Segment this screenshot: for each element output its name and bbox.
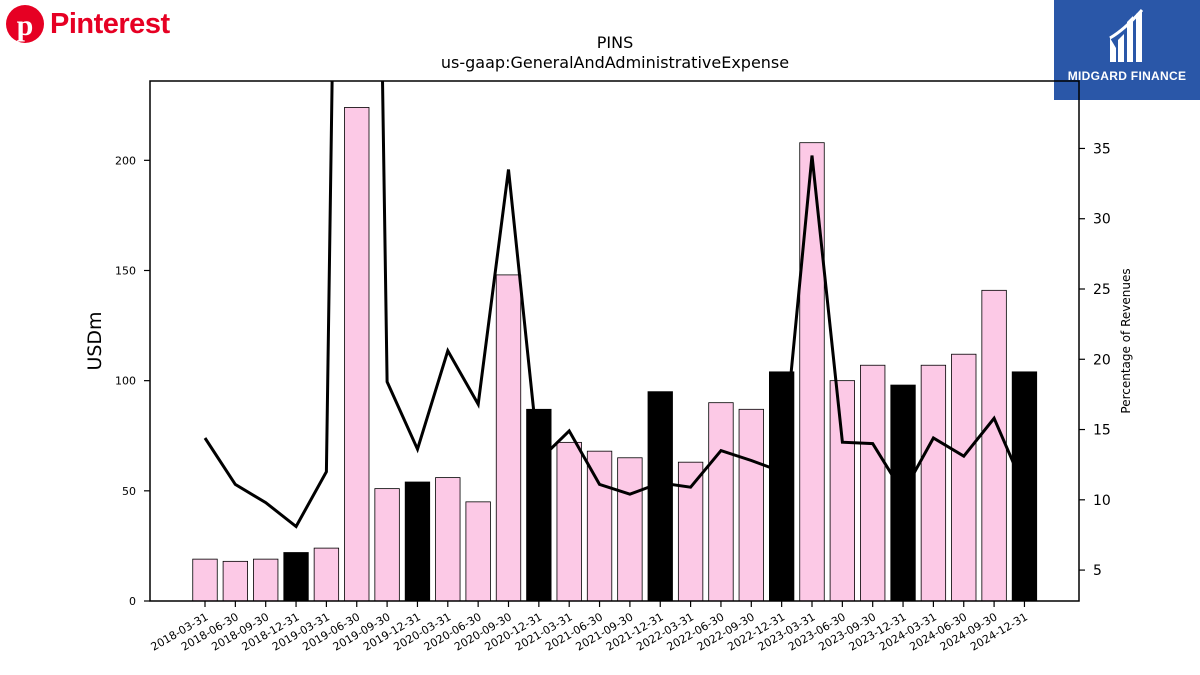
midgard-emblem-icon	[1109, 8, 1144, 62]
bar-2018-06-30	[222, 560, 249, 602]
bar-2019-03-31	[313, 547, 340, 602]
bar-2019-12-31	[404, 481, 431, 602]
bar-2022-12-31	[769, 371, 795, 602]
pinterest-logo: p Pinterest	[6, 4, 170, 44]
percentage-line	[203, 81, 1026, 529]
y2-axis-label: Percentage of Revenues	[1119, 268, 1133, 413]
pinterest-p-icon: p	[6, 5, 44, 43]
y-axis-label: USDm	[84, 311, 106, 370]
bar-2024-03-31	[920, 364, 947, 602]
midgard-finance-name: MIDGARD FINANCE	[1067, 69, 1187, 83]
bar-2019-06-30	[344, 107, 370, 602]
bar-2021-06-30	[586, 450, 613, 602]
y2-tick-label: 5	[1093, 563, 1102, 579]
bar-2018-03-31	[192, 558, 218, 602]
y2-tick-label: 10	[1093, 493, 1111, 509]
y-tick-label: 150	[115, 264, 136, 277]
bar-2021-03-31	[556, 441, 582, 602]
y2-tick-label: 20	[1093, 352, 1111, 368]
bar-2020-03-31	[435, 477, 461, 602]
bar-2020-09-30	[495, 274, 522, 602]
bar-2018-12-31	[283, 552, 309, 602]
bar-2024-06-30	[951, 353, 977, 602]
bar-2023-03-31	[799, 142, 825, 602]
brand-name: Pinterest	[50, 7, 170, 40]
y2-tick-label: 35	[1093, 141, 1111, 157]
y2-tick-label: 30	[1093, 212, 1111, 228]
y-tick-label: 100	[115, 375, 136, 388]
y2-tick-label: 25	[1093, 282, 1111, 298]
y-tick-label: 200	[115, 154, 136, 167]
bar-2020-06-30	[465, 501, 491, 602]
y2-tick-label: 15	[1093, 423, 1111, 439]
bar-2018-09-30	[253, 558, 279, 602]
bar-2021-12-31	[647, 391, 673, 602]
bar-2023-09-30	[860, 364, 886, 602]
chart-subtitle: us-gaap:GeneralAndAdministrativeExpense	[441, 53, 789, 72]
bar-2022-09-30	[738, 408, 764, 602]
y-tick-label: 0	[129, 595, 136, 608]
y-tick-label: 50	[122, 485, 136, 498]
bar-2022-03-31	[677, 461, 704, 602]
bar-2021-09-30	[617, 457, 643, 602]
chart-title: PINS	[597, 33, 634, 52]
bar-2024-09-30	[981, 289, 1007, 602]
bar-2019-09-30	[374, 488, 400, 602]
bar-2022-06-30	[708, 402, 734, 602]
bar-2020-12-31	[526, 408, 552, 602]
midgard-finance-logo: MIDGARD FINANCE	[1054, 0, 1200, 100]
bar-2023-06-30	[829, 380, 855, 602]
plot-frame	[149, 80, 1080, 602]
svg-text:p: p	[17, 9, 34, 42]
